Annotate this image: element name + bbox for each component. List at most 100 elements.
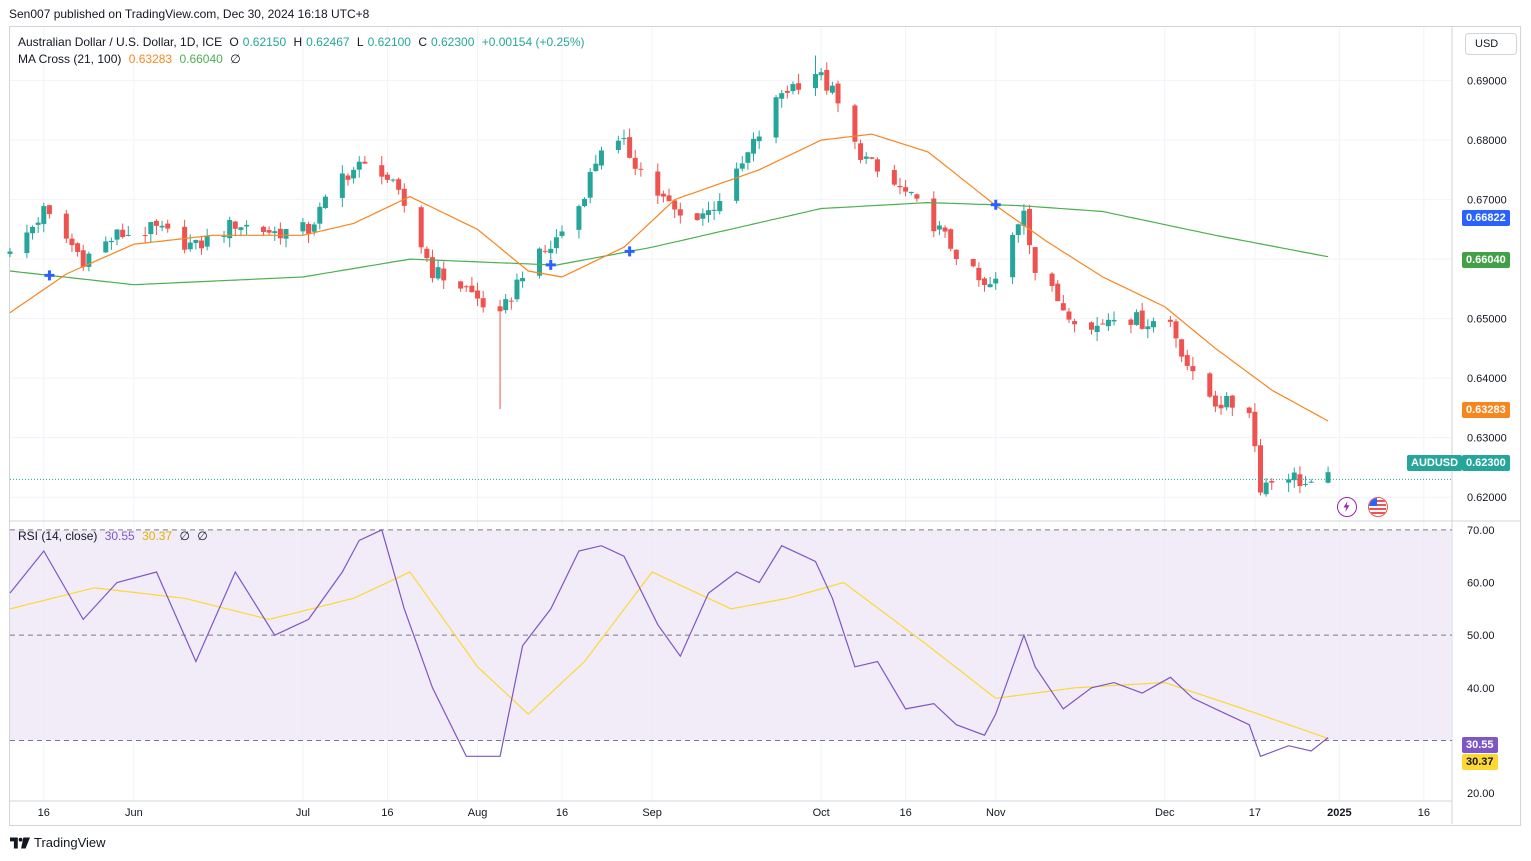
candle-body	[300, 222, 306, 232]
candle-body	[86, 253, 92, 267]
candle-body	[1212, 395, 1218, 407]
candle-body	[863, 156, 869, 159]
time-tick-label: Oct	[813, 807, 830, 819]
candle-body	[632, 157, 638, 169]
candle-body	[751, 138, 757, 154]
ma-fast-value: 0.63283	[128, 52, 173, 66]
price-legend: Australian Dollar / U.S. Dollar, 1D, ICE…	[18, 35, 585, 49]
candle-body	[1218, 404, 1224, 409]
rsi-tick-label: 60.00	[1467, 578, 1495, 590]
candle-body	[694, 213, 700, 221]
candle-body	[615, 140, 621, 150]
rsi-ma-badge: 30.37	[1462, 754, 1498, 770]
rsi-line	[9, 529, 1329, 758]
candle-body	[1105, 319, 1111, 327]
candle-body	[1049, 273, 1055, 286]
ma-fast-line	[9, 133, 1329, 422]
candle-body	[1145, 326, 1151, 330]
footer-brand[interactable]: TradingView	[10, 835, 106, 850]
time-tick-label: 2025	[1327, 807, 1351, 819]
candle-body	[593, 163, 599, 172]
candle-body	[773, 97, 779, 138]
us-flag-icon[interactable]	[1368, 497, 1388, 517]
ma-slow-badge: 0.66040	[1462, 252, 1510, 268]
candle-body	[322, 196, 328, 209]
candle-body	[1111, 319, 1117, 322]
candle-body	[660, 193, 666, 197]
candle-body	[159, 225, 165, 228]
cross-marker	[545, 259, 556, 270]
lightning-icon[interactable]	[1337, 497, 1357, 517]
candle-body	[908, 191, 914, 194]
ma-fast-badge: 0.63283	[1462, 402, 1510, 418]
candle-body	[638, 168, 644, 170]
candle-body	[1224, 395, 1230, 408]
candle-body	[345, 175, 351, 180]
candle-body	[75, 243, 81, 252]
candle-body	[63, 213, 69, 239]
ma-label[interactable]: MA Cross (21, 100)	[18, 52, 122, 66]
price-tick-label: 0.64000	[1467, 373, 1507, 385]
last-price-badge: 0.62300	[1462, 455, 1510, 471]
candle-body	[120, 229, 126, 238]
candle-body	[1032, 247, 1038, 273]
change-value: +0.00154 (+0.25%)	[481, 35, 585, 49]
candle-body	[497, 306, 503, 312]
candle-body	[114, 229, 120, 240]
candle-body	[356, 161, 362, 170]
candle-body	[125, 234, 131, 236]
candle-body	[672, 200, 678, 210]
candle-body	[80, 250, 86, 268]
published-by: Sen007 published on TradingView.com, Dec…	[9, 7, 370, 21]
candle-body	[1179, 339, 1185, 357]
rsi-ma-value: 30.37	[142, 529, 173, 543]
price-tick-label: 0.67000	[1467, 195, 1507, 207]
candle-body	[1229, 395, 1235, 408]
candle-body	[508, 300, 514, 302]
candle-body	[1190, 366, 1196, 372]
ma-slow-value: 0.66040	[179, 52, 223, 66]
candle-body	[103, 241, 109, 253]
candle-body	[536, 248, 542, 276]
candle-body	[1173, 321, 1179, 339]
ma-slow-line	[9, 201, 1329, 286]
candle-body	[705, 210, 711, 216]
candle-body	[1094, 325, 1100, 333]
candle-body	[627, 137, 633, 158]
candle-body	[153, 220, 159, 226]
candle-body	[1308, 481, 1314, 483]
candle-body	[351, 169, 357, 179]
candle-body	[942, 227, 948, 232]
candle-body	[796, 83, 802, 90]
currency-button[interactable]: USD	[1465, 33, 1517, 55]
candle-body	[700, 213, 706, 219]
candle-body	[987, 284, 993, 288]
candle-body	[441, 268, 447, 281]
candle-body	[244, 224, 250, 227]
candle-body	[1066, 311, 1072, 320]
candle-body	[1128, 319, 1134, 325]
candle-body	[520, 277, 526, 282]
candle-body	[266, 230, 272, 233]
rsi-label[interactable]: RSI (14, close)	[18, 529, 98, 543]
candle-body	[514, 279, 520, 300]
candle-body	[970, 258, 976, 267]
price-tick-label: 0.69000	[1467, 76, 1507, 88]
candle-body	[824, 69, 830, 91]
rsi-tick-label: 50.00	[1467, 630, 1495, 642]
candle-body	[835, 83, 841, 104]
candle-body	[1291, 472, 1297, 481]
candle-body	[30, 226, 36, 234]
candle-body	[903, 187, 909, 192]
candle-body	[187, 242, 193, 250]
time-tick-label: Jun	[125, 807, 143, 819]
candle-body	[277, 228, 283, 239]
candle-body	[621, 138, 627, 140]
candle-body	[272, 231, 278, 234]
cross-price-badge: 0.66822	[1462, 210, 1510, 226]
candle-body	[739, 163, 745, 169]
rsi-tick-label: 20.00	[1467, 788, 1495, 800]
symbol-title[interactable]: Australian Dollar / U.S. Dollar, 1D, ICE	[18, 35, 223, 49]
time-tick-label: 16	[381, 807, 393, 819]
